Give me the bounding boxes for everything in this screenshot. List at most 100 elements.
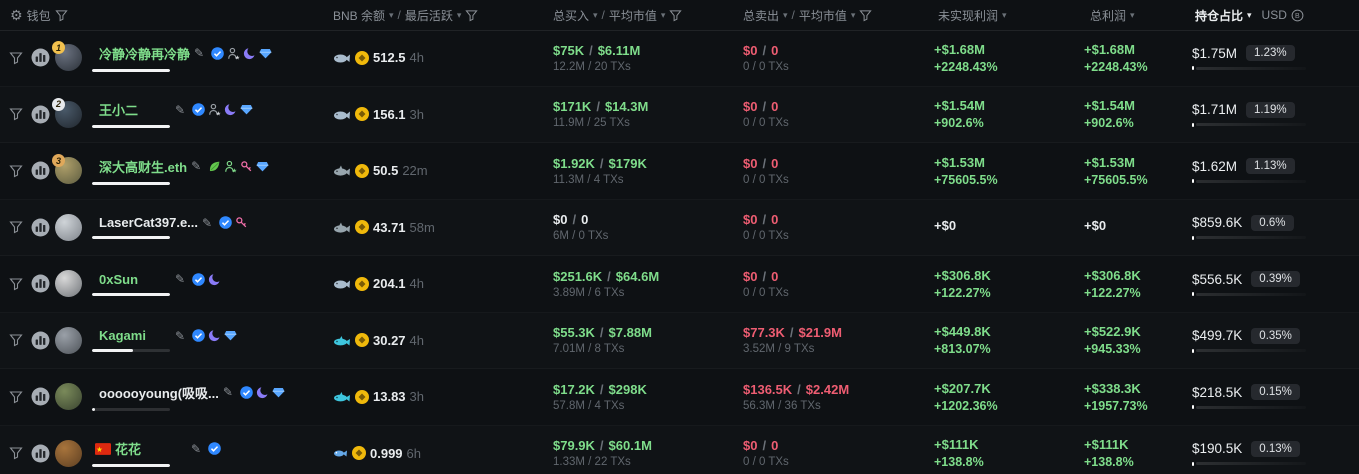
- edit-pencil-icon[interactable]: ✎: [194, 46, 205, 61]
- table-body: 1 冷静冷静再冷静 ✎ ★ 512.5 4h $75K / $6.11M 12.2M: [0, 30, 1359, 474]
- edit-pencil-icon[interactable]: ✎: [175, 102, 186, 117]
- total-sell-value: $0/0: [743, 99, 779, 115]
- total-buy-value: $0/0: [553, 212, 589, 228]
- avatar[interactable]: 1: [52, 41, 82, 72]
- sort-caret-icon[interactable]: ▾: [1247, 9, 1252, 20]
- total-sell-label[interactable]: 总卖出: [743, 8, 780, 23]
- edit-pencil-icon[interactable]: ✎: [202, 215, 213, 230]
- total-buy-label[interactable]: 总买入: [553, 8, 590, 23]
- total-profit-label[interactable]: 总利润: [1090, 8, 1127, 23]
- wallet-name[interactable]: 花花: [115, 442, 142, 458]
- avatar[interactable]: [55, 270, 82, 298]
- row-filter-icon[interactable]: [9, 30, 23, 86]
- sort-caret-icon[interactable]: ▾: [593, 9, 598, 20]
- bnb-balance-label[interactable]: BNB 余额: [333, 8, 386, 23]
- currency-toggle-icon[interactable]: B: [1291, 9, 1304, 22]
- total-profit-value: +$0: [1084, 218, 1107, 234]
- wallet-name[interactable]: 深大高财生.eth: [99, 159, 188, 175]
- pnl-chart-icon[interactable]: [31, 369, 50, 425]
- wallet-badge-icons: [208, 442, 221, 456]
- verified-icon: [192, 103, 205, 117]
- edit-pencil-icon[interactable]: ✎: [175, 328, 186, 343]
- row-filter-icon[interactable]: [9, 426, 23, 474]
- sell-filter-icon[interactable]: [859, 9, 873, 22]
- edit-pencil-icon[interactable]: ✎: [191, 159, 202, 174]
- blue-diamond-icon: [224, 330, 237, 341]
- unrealized-profit-label[interactable]: 未实现利润: [938, 8, 999, 23]
- name-prefix-icons: ★: [95, 442, 111, 455]
- edit-pencil-icon[interactable]: ✎: [175, 272, 186, 287]
- pnl-chart-icon[interactable]: [31, 426, 50, 474]
- last-active-value: 6h: [406, 445, 422, 461]
- wallet-name[interactable]: 冷静冷静再冷静: [99, 46, 191, 62]
- currency-label[interactable]: USD: [1261, 8, 1287, 22]
- winrate-bar: [92, 407, 170, 411]
- sort-caret-icon[interactable]: ▾: [850, 9, 856, 20]
- row-filter-icon[interactable]: [9, 87, 23, 143]
- holdings-bar: [1192, 66, 1306, 71]
- sort-caret-icon[interactable]: ▾: [783, 9, 788, 20]
- pnl-chart-icon[interactable]: [31, 87, 50, 143]
- holdings-bar: [1192, 348, 1306, 353]
- unrealized-profit-value: +$111K: [934, 437, 979, 453]
- sell-txs-value: 0 / 0 TXs: [743, 456, 789, 469]
- pnl-chart-icon[interactable]: [31, 313, 50, 369]
- holdings-pct-badge: 0.13%: [1251, 440, 1300, 457]
- row-filter-icon[interactable]: [9, 200, 23, 256]
- row-filter-icon[interactable]: [9, 143, 23, 199]
- avatar[interactable]: 2: [52, 97, 82, 128]
- sort-caret-icon[interactable]: ▾: [389, 9, 394, 20]
- holdings-usd-value: $859.6K: [1192, 215, 1243, 231]
- holdings-usd-value: $190.5K: [1192, 441, 1243, 457]
- pnl-chart-icon[interactable]: [31, 143, 50, 199]
- sort-caret-icon[interactable]: ▾: [1002, 9, 1007, 20]
- avg-mc-label[interactable]: 平均市值: [608, 8, 657, 23]
- winrate-bar: [92, 181, 170, 185]
- avatar[interactable]: [55, 326, 82, 354]
- avatar[interactable]: [55, 439, 82, 467]
- sort-caret-icon[interactable]: ▾: [1130, 9, 1135, 20]
- avatar[interactable]: [55, 213, 82, 241]
- wallet-name[interactable]: 王小二: [99, 103, 139, 119]
- wallet-name[interactable]: Kagami: [99, 328, 146, 344]
- pnl-chart-icon[interactable]: [31, 200, 50, 256]
- winrate-bar: [92, 349, 170, 353]
- edit-pencil-icon[interactable]: ✎: [191, 441, 202, 456]
- row-filter-icon[interactable]: [9, 369, 23, 425]
- buy-txs-value: 57.8M / 4 TXs: [553, 399, 625, 412]
- last-active-label[interactable]: 最后活跃: [404, 8, 453, 23]
- edit-pencil-icon[interactable]: ✎: [222, 385, 233, 400]
- holdings-pct-badge: 0.15%: [1251, 384, 1300, 401]
- wallet-filter-icon[interactable]: [54, 9, 68, 22]
- wallet-name[interactable]: LaserCat397.e...: [99, 215, 199, 231]
- buy-filter-icon[interactable]: [669, 9, 683, 22]
- avatar[interactable]: [55, 383, 82, 411]
- wallet-name[interactable]: 0xSun: [99, 271, 139, 287]
- sort-caret-icon[interactable]: ▾: [456, 9, 462, 20]
- unrealized-profit-value: +$1.68M: [934, 41, 985, 57]
- bnb-coin-icon: [355, 333, 369, 348]
- sort-caret-icon[interactable]: ▾: [660, 9, 666, 20]
- holdings-bar: [1192, 292, 1306, 297]
- bnb-filter-icon[interactable]: [465, 9, 479, 22]
- wallet-badge-icons: [192, 272, 221, 286]
- pnl-chart-icon[interactable]: [31, 256, 50, 312]
- total-profit-pct: +122.27%: [1084, 285, 1141, 300]
- row-filter-icon[interactable]: [9, 313, 23, 369]
- wallet-name[interactable]: oooooyoung(吸吸...: [99, 385, 219, 401]
- bnb-balance-value: 43.71: [373, 219, 406, 235]
- gear-icon[interactable]: ⚙: [10, 6, 23, 23]
- pnl-chart-icon[interactable]: [31, 30, 50, 86]
- table-row: oooooyoung(吸吸... ✎ 13.83 3h $17.2K / $298K…: [0, 369, 1359, 426]
- total-buy-value: $55.3K / $7.88M: [553, 325, 652, 341]
- whale-icon: [333, 277, 351, 290]
- unrealized-profit-value: +$1.53M: [934, 154, 985, 170]
- flag-cn-icon: ★: [95, 442, 111, 455]
- avg-mc-label[interactable]: 平均市值: [798, 8, 847, 23]
- avatar[interactable]: 3: [52, 154, 82, 185]
- holdings-ratio-label[interactable]: 持仓占比: [1195, 8, 1244, 23]
- row-filter-icon[interactable]: [9, 256, 23, 312]
- wallet-badge-icons: [240, 385, 285, 399]
- winrate-bar: [92, 125, 170, 129]
